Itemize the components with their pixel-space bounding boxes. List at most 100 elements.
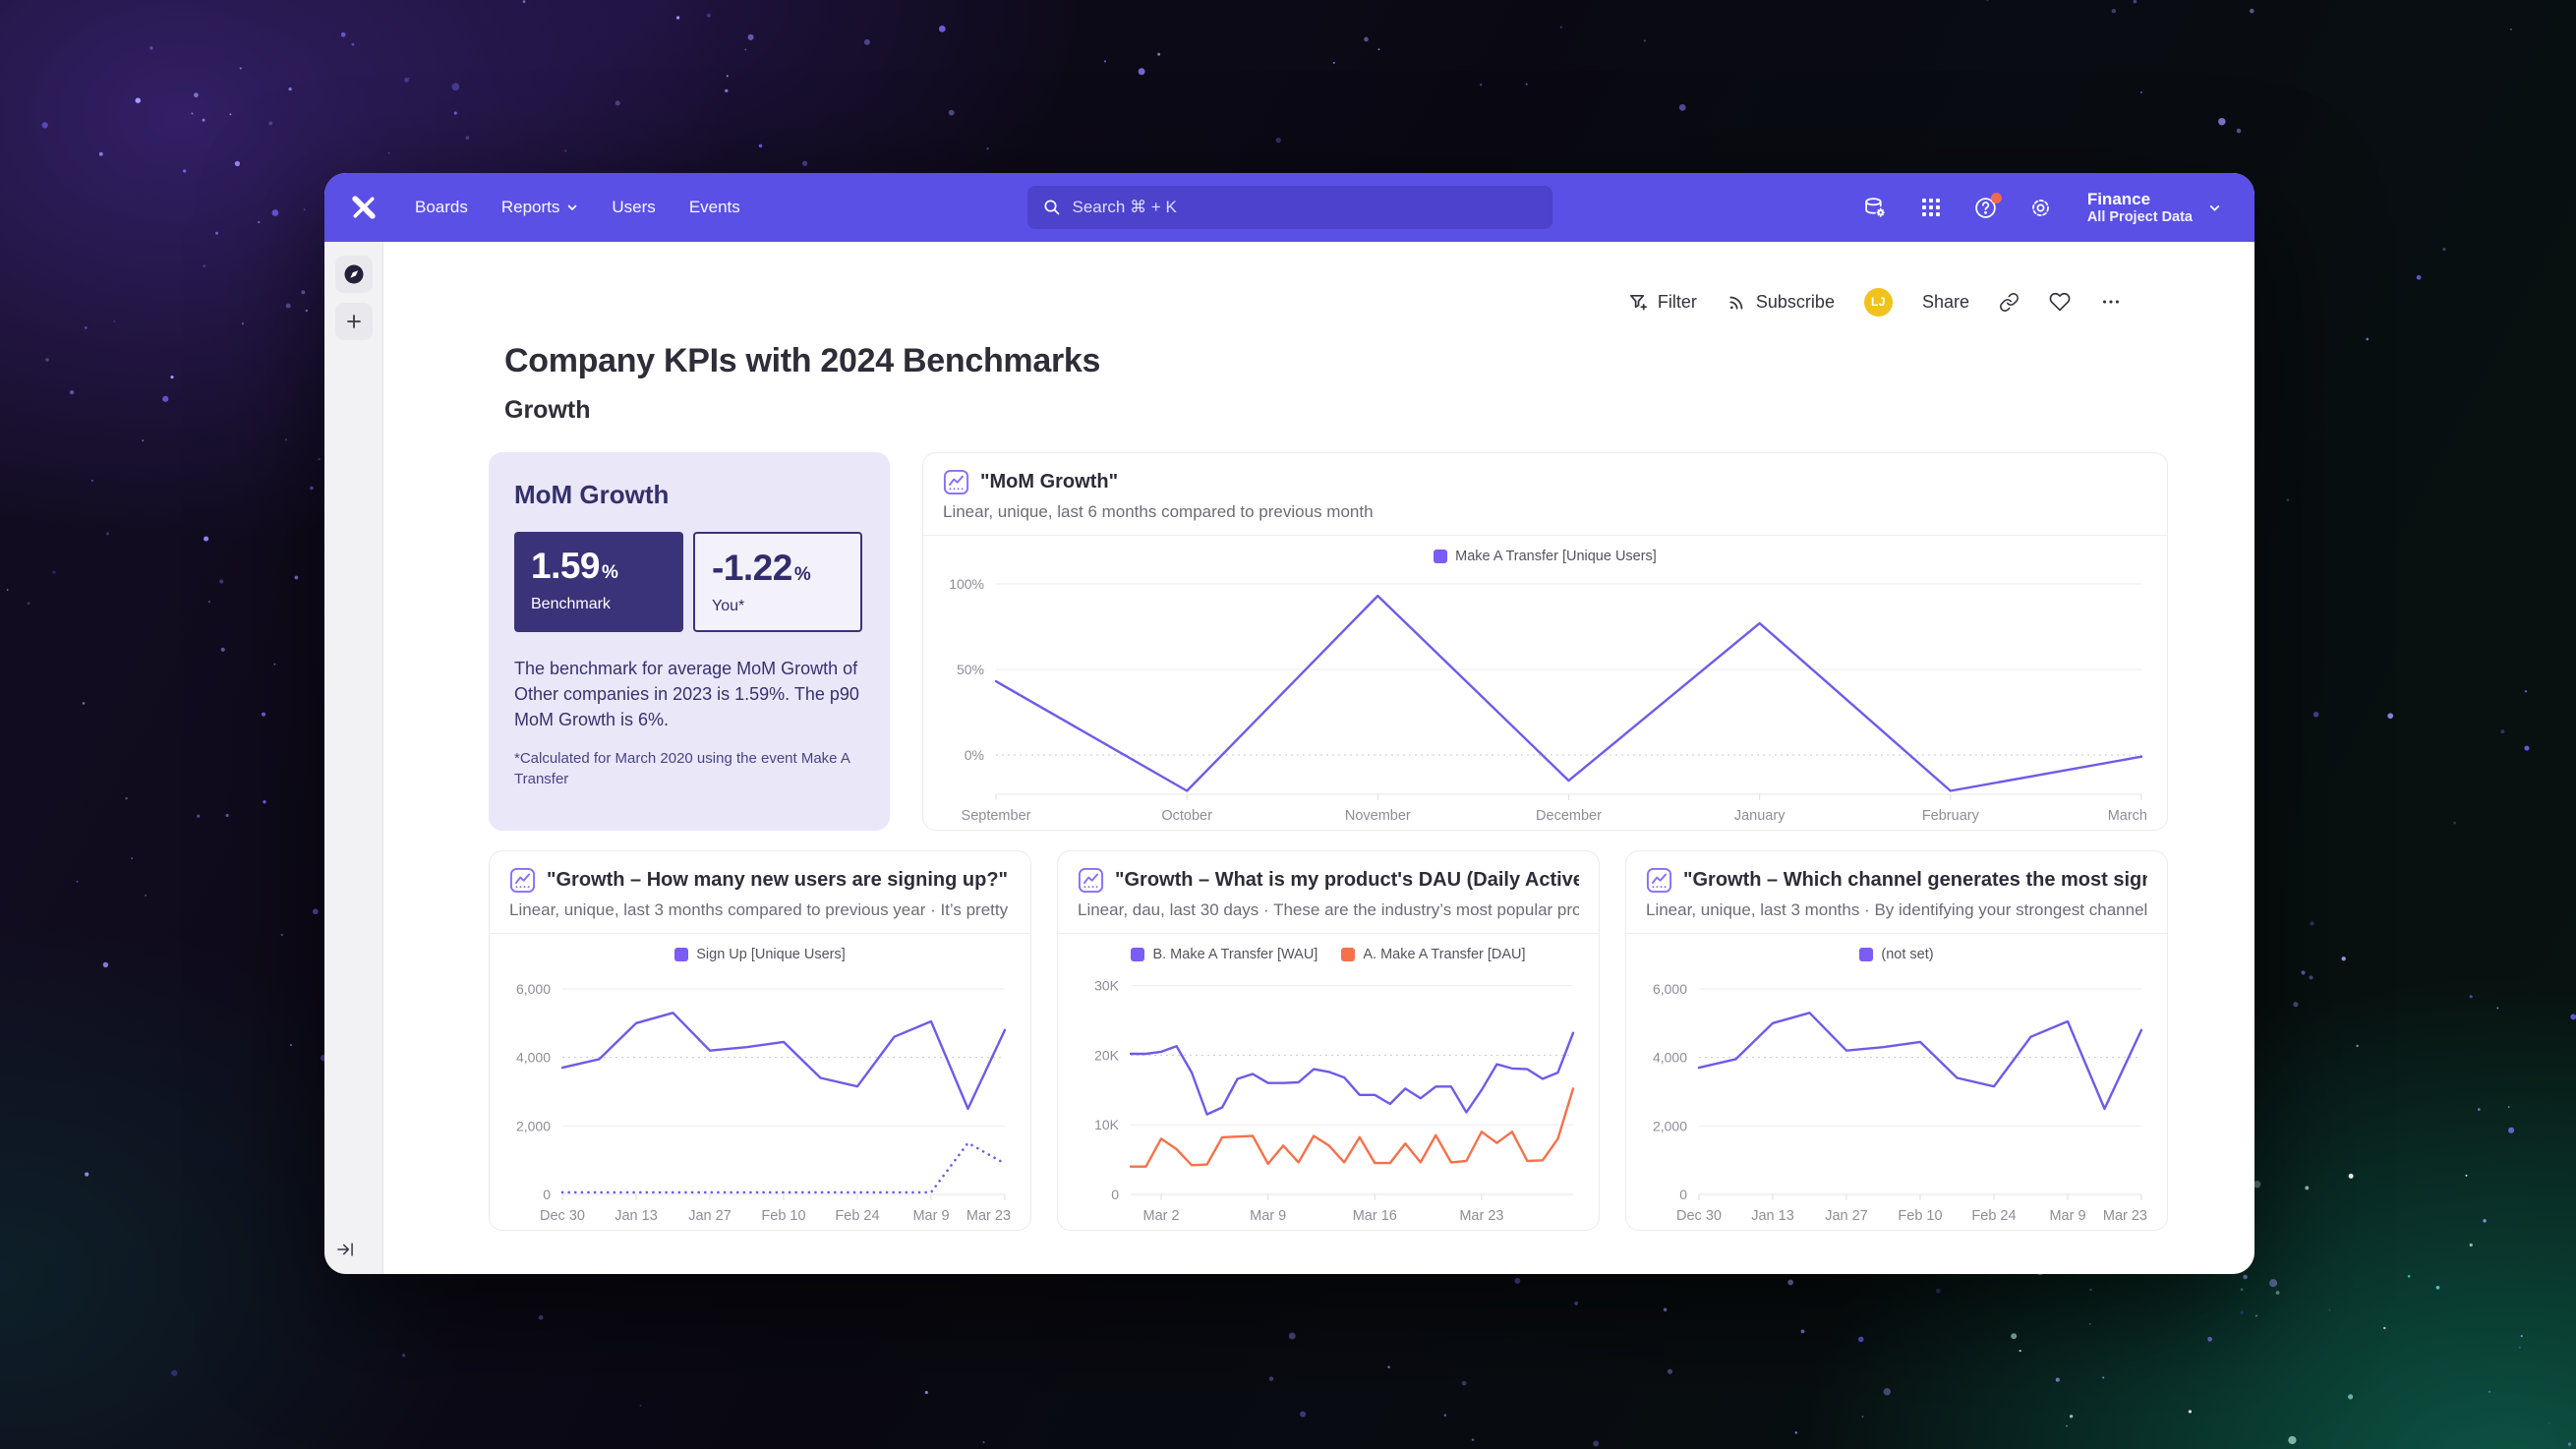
nav-users[interactable]: Users: [612, 198, 655, 217]
primary-nav: Boards Reports Users Events: [415, 198, 740, 217]
favorite-button[interactable]: [2049, 291, 2071, 313]
legend-item[interactable]: Make A Transfer [Unique Users]: [1434, 549, 1657, 564]
svg-text:10K: 10K: [1094, 1117, 1120, 1132]
svg-text:Feb 10: Feb 10: [1898, 1208, 1942, 1224]
filter-icon: [1629, 294, 1647, 311]
plus-icon: [346, 315, 361, 328]
project-name: Finance: [2086, 190, 2151, 208]
rss-icon: [1729, 296, 1743, 310]
svg-text:Mar 9: Mar 9: [912, 1208, 949, 1224]
svg-text:Mar 23: Mar 23: [1459, 1208, 1503, 1224]
avatar[interactable]: LJ: [1863, 287, 1893, 317]
svg-text:100%: 100%: [949, 576, 984, 592]
more-options-button[interactable]: [2100, 291, 2122, 313]
legend-swatch: [674, 948, 689, 961]
project-scope: All Project Data: [2086, 209, 2193, 225]
svg-text:March: March: [2108, 808, 2147, 824]
report-title[interactable]: "Growth – How many new users are signing…: [547, 869, 1009, 891]
legend-item[interactable]: A. Make A Transfer [DAU]: [1341, 947, 1526, 962]
expand-sidebar-button[interactable]: [335, 1240, 355, 1262]
report-card-header: "Growth – Which channel generates the mo…: [1626, 851, 2167, 934]
mixpanel-logo[interactable]: [350, 193, 380, 222]
report-subtitle: Linear, unique, last 3 months · By ident…: [1646, 900, 2147, 919]
report-card-mom-growth: "MoM Growth" Linear, unique, last 6 mont…: [922, 452, 2168, 831]
search-input[interactable]: Search ⌘ + K: [1026, 186, 1552, 229]
search-icon: [1043, 200, 1059, 215]
database-gear-icon: [1865, 197, 1886, 217]
you-unit: %: [793, 564, 811, 585]
nav-events[interactable]: Events: [689, 198, 740, 217]
project-switcher[interactable]: Finance All Project Data: [2087, 190, 2221, 225]
line-chart[interactable]: 30K 20K 10K 0 Mar 2 Mar 9 Mar 16 Mar 23: [1070, 967, 1587, 1228]
svg-text:2,000: 2,000: [1653, 1118, 1687, 1133]
svg-text:0: 0: [543, 1187, 551, 1202]
section-title: Growth: [504, 396, 591, 424]
chart-legend: Make A Transfer [Unique Users]: [935, 544, 2155, 569]
share-label: Share: [1921, 291, 1969, 312]
svg-text:Jan 27: Jan 27: [1825, 1208, 1868, 1224]
share-button[interactable]: Share: [1922, 292, 1969, 313]
top-nav: Boards Reports Users Events Search ⌘ + K: [324, 173, 2254, 242]
svg-text:Jan 13: Jan 13: [1751, 1208, 1794, 1224]
svg-text:4,000: 4,000: [1653, 1050, 1687, 1066]
board-toolbar: Filter Subscribe LJ Share: [489, 287, 2122, 317]
discover-boards-button[interactable]: [334, 256, 373, 293]
new-board-button[interactable]: [334, 303, 373, 340]
gear-icon: [2032, 199, 2050, 216]
line-chart-report-icon: [1646, 867, 1672, 894]
legend-label: Make A Transfer [Unique Users]: [1455, 549, 1657, 564]
svg-text:November: November: [1345, 808, 1411, 824]
report-title[interactable]: "Growth – Which channel generates the mo…: [1683, 869, 2147, 891]
page-title: Company KPIs with 2024 Benchmarks: [504, 342, 1101, 379]
line-chart[interactable]: 6,000 4,000 2,000 0 Dec 30 Jan 13 Jan 27 Feb 10…: [501, 967, 1019, 1228]
help-button[interactable]: [1973, 193, 2002, 220]
line-chart[interactable]: 6,000 4,000 2,000 0 Dec 30 Jan 13 Jan 27 Feb 10…: [1638, 967, 2155, 1228]
legend-item[interactable]: (not set): [1859, 947, 1934, 962]
svg-text:September: September: [962, 808, 1031, 824]
svg-text:Mar 9: Mar 9: [2049, 1208, 2085, 1224]
report-card-signups: "Growth – How many new users are signing…: [489, 850, 1031, 1231]
subscribe-button[interactable]: Subscribe: [1727, 292, 1835, 313]
line-chart-report-icon: [943, 469, 969, 495]
data-management-button[interactable]: [1863, 195, 1889, 220]
settings-button[interactable]: [2028, 195, 2054, 220]
report-title[interactable]: "MoM Growth": [980, 471, 1119, 493]
benchmark-description: The benchmark for average MoM Growth of …: [514, 659, 859, 729]
line-chart[interactable]: 100% 50% 0% September October November Decembe…: [935, 569, 2155, 828]
report-card-channels: "Growth – Which channel generates the mo…: [1625, 850, 2168, 1231]
subscribe-label: Subscribe: [1755, 291, 1835, 312]
svg-text:Jan 13: Jan 13: [615, 1208, 658, 1224]
svg-text:January: January: [1734, 808, 1786, 824]
svg-text:0: 0: [1679, 1187, 1687, 1202]
report-card-header: "Growth – How many new users are signing…: [490, 851, 1030, 934]
nav-utilities: Finance All Project Data: [1863, 190, 2221, 225]
svg-text:Dec 30: Dec 30: [540, 1208, 585, 1224]
report-subtitle: Linear, dau, last 30 days · These are th…: [1078, 900, 1579, 919]
help-icon: [1975, 197, 1997, 218]
apps-grid-button[interactable]: [1918, 195, 1944, 220]
nav-reports-label: Reports: [500, 198, 560, 216]
nav-boards[interactable]: Boards: [415, 198, 468, 217]
report-title[interactable]: "Growth – What is my product's DAU (Dail…: [1115, 869, 1579, 891]
line-chart-report-icon: [509, 867, 536, 894]
you-label: You*: [712, 598, 745, 614]
link-icon: [2000, 292, 2019, 312]
svg-text:Jan 27: Jan 27: [688, 1208, 732, 1224]
nav-boards-label: Boards: [415, 198, 468, 216]
legend-label: (not set): [1881, 947, 1934, 962]
svg-text:Feb 24: Feb 24: [835, 1208, 879, 1224]
expand-sidebar-icon: [337, 1243, 353, 1256]
notification-dot: [1990, 193, 2002, 203]
filter-button[interactable]: Filter: [1628, 292, 1697, 313]
benchmark-value-box: 1.59% Benchmark: [514, 532, 683, 632]
nav-reports[interactable]: Reports: [501, 198, 579, 217]
svg-text:December: December: [1536, 808, 1602, 824]
svg-text:6,000: 6,000: [516, 981, 551, 997]
copy-link-button[interactable]: [1999, 292, 2020, 313]
grid-icon: [1921, 199, 1940, 216]
report-subtitle: Linear, unique, last 3 months compared t…: [509, 900, 1011, 919]
you-value-box: -1.22% You*: [693, 532, 862, 632]
legend-item[interactable]: B. Make A Transfer [WAU]: [1131, 947, 1317, 962]
legend-item[interactable]: Sign Up [Unique Users]: [674, 947, 846, 962]
ellipsis-icon: [2103, 300, 2119, 304]
